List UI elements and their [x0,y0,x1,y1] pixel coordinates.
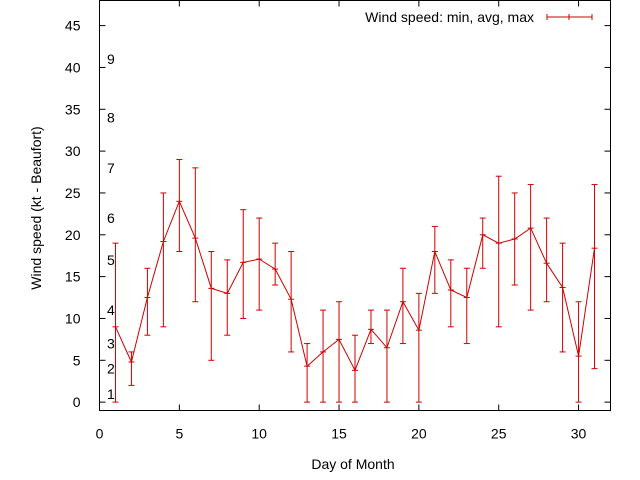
beaufort-label: 8 [107,110,115,126]
beaufort-label: 4 [107,302,115,318]
beaufort-label: 3 [107,336,115,352]
x-tick-label: 25 [491,426,507,442]
series-line-wind-speed [115,199,595,372]
y-tick-label: 45 [65,18,81,34]
beaufort-label: 9 [107,51,115,67]
y-tick-label: 35 [65,101,81,117]
x-tick-label: 20 [411,426,427,442]
beaufort-label: 6 [107,210,115,226]
x-tick-label: 5 [175,426,183,442]
beaufort-label: 5 [107,252,115,268]
x-tick-label: 10 [251,426,267,442]
legend-label: Wind speed: min, avg, max [365,9,534,25]
beaufort-label: 2 [107,361,115,377]
error-bars [112,158,598,403]
y-tick-label: 30 [65,143,81,159]
x-tick-label: 30 [571,426,587,442]
beaufort-label: 1 [107,386,115,402]
beaufort-scale-labels: 1 2 3 4 5 6 7 8 9 [107,51,115,402]
y-tick-label: 0 [73,394,81,410]
y-tick-label: 5 [73,352,81,368]
plot-frame [99,0,611,411]
y-tick-label: 15 [65,269,81,285]
y-tick-label: 40 [65,59,81,75]
legend: Wind speed: min, avg, max [365,9,593,25]
x-tick-label: 15 [331,426,347,442]
x-tick-label: 0 [96,426,104,442]
y-tick-label: 10 [65,310,81,326]
x-axis-label: Day of Month [311,456,394,472]
y-tick-label: 25 [65,185,81,201]
x-axis: 0 5 10 15 20 25 30 [96,0,587,442]
beaufort-label: 7 [107,160,115,176]
y-tick-label: 20 [65,227,81,243]
y-axis-label: Wind speed (kt - Beaufort) [28,126,44,289]
